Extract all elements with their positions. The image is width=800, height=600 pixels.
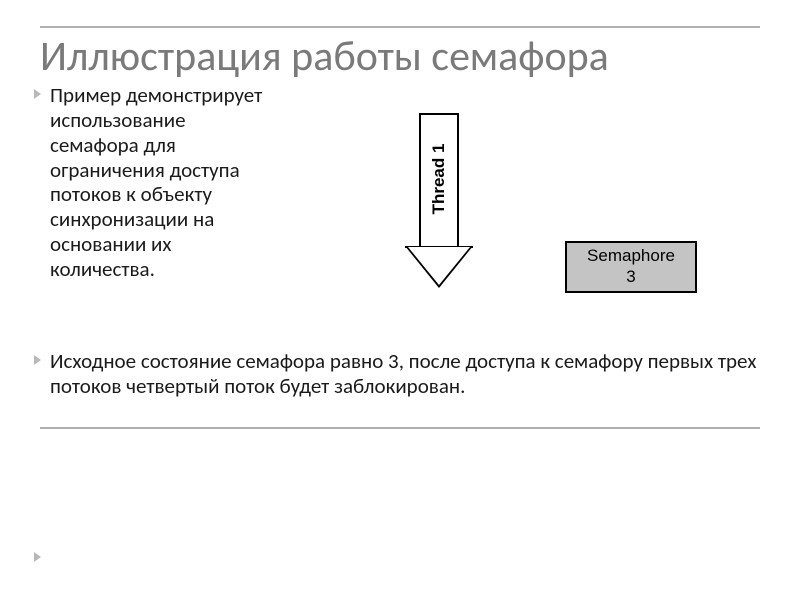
bullet-2-text: Исходное состояние семафора равно 3, пос… xyxy=(50,349,760,399)
bullet-1-text: Пример демонстрирует использование семаф… xyxy=(50,83,275,281)
bottom-divider xyxy=(40,427,760,429)
thread-arrow-label: Thread 1 xyxy=(429,144,449,215)
bullet-1-container: Пример демонстрирует использование семаф… xyxy=(40,83,275,343)
content-row: Пример демонстрирует использование семаф… xyxy=(40,83,760,343)
semaphore-box: Semaphore 3 xyxy=(565,241,697,293)
diagram-area: Thread 1 Semaphore 3 xyxy=(295,83,760,343)
thread-arrow: Thread 1 xyxy=(405,113,473,293)
slide: Иллюстрация работы семафора Пример демон… xyxy=(0,0,800,600)
arrow-head-icon xyxy=(405,246,473,288)
top-divider xyxy=(40,26,760,28)
bullet-marker-icon xyxy=(34,89,41,99)
semaphore-label: Semaphore xyxy=(587,246,675,265)
semaphore-value: 3 xyxy=(626,267,635,286)
bullet-2-container: Исходное состояние семафора равно 3, пос… xyxy=(40,349,760,399)
slide-title: Иллюстрация работы семафора xyxy=(40,34,760,79)
bullet-marker-icon xyxy=(34,355,41,365)
bullet-marker-icon xyxy=(34,552,41,562)
